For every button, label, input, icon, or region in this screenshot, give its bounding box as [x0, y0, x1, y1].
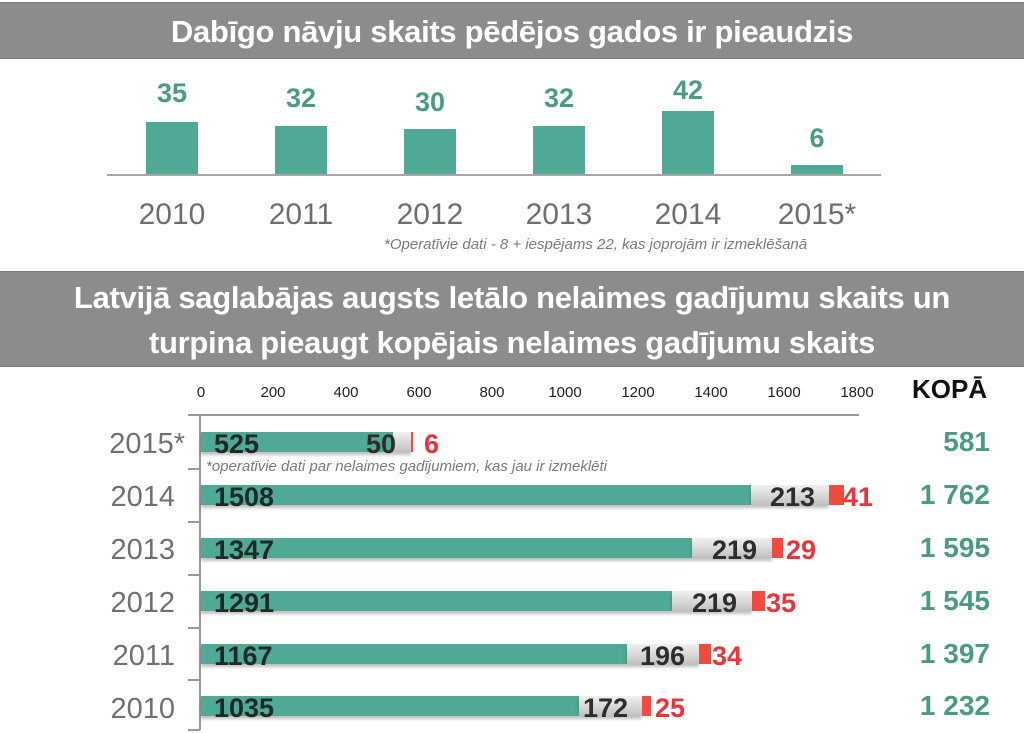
bar-segment-gray [672, 591, 752, 611]
row-year-label: 2011 [112, 640, 175, 672]
column-bar [404, 129, 456, 175]
column-bar [275, 126, 327, 175]
row-year-label: 2012 [110, 587, 175, 619]
bar-value-green: 1167 [214, 641, 273, 671]
x-tick: 800 [479, 384, 505, 401]
bar-segment-green [201, 696, 579, 716]
bar-value-green: 1508 [214, 482, 275, 512]
row-total: 1 397 [919, 638, 990, 669]
bar-value-red: 29 [786, 535, 817, 565]
y-tick [188, 679, 200, 681]
y-tick [188, 627, 200, 629]
bar-segment-red [772, 538, 783, 558]
column-bar [791, 165, 843, 175]
bar-value-red: 41 [843, 482, 874, 512]
column-value: 42 [672, 75, 704, 105]
bar-segment-red [699, 644, 711, 664]
row-year-label: 2014 [110, 481, 175, 513]
bar-value-green: 525 [214, 429, 260, 459]
bar-value-green: 1291 [214, 588, 275, 618]
column-year: 2014 [654, 198, 722, 231]
column-value: 30 [414, 87, 446, 117]
bottom-chart-title-line1: Latvijā saglabājas augsts letālo nelaime… [73, 280, 951, 315]
x-tick: 400 [333, 384, 359, 401]
x-tick: 200 [260, 384, 286, 401]
bar-chart-footnote: *operatīvie dati par nelaimes gadījumiem… [206, 458, 608, 475]
column-year: 2015* [777, 198, 857, 231]
bar-value-gray: 219 [712, 535, 758, 565]
bar-value-red: 34 [712, 641, 743, 671]
bar-segment-red [411, 432, 413, 452]
bar-segment-gray [393, 432, 411, 452]
y-tick [188, 729, 200, 731]
column-chart-footnote: *Operatīvie dati - 8 + iespējams 22, kas… [384, 236, 808, 253]
y-axis-line [199, 414, 201, 730]
x-tick: 600 [406, 384, 432, 401]
column-bar [146, 122, 198, 175]
row-total: 1 545 [919, 585, 990, 616]
bottom-chart-title-banner: Latvijā saglabājas augsts letālo nelaime… [0, 271, 1024, 367]
row-total: 1 232 [919, 690, 990, 721]
bar-segment-green [201, 538, 692, 558]
column-value: 32 [285, 83, 317, 113]
x-axis-line [199, 414, 859, 416]
column-year: 2011 [268, 198, 334, 231]
bottom-chart-title-line2: turpina pieaugt kopējais nelaimes gadīju… [148, 325, 876, 360]
top-chart-title-banner: Dabīgo nāvju skaits pēdējos gados ir pie… [0, 2, 1024, 59]
x-tick: 1400 [694, 384, 728, 401]
y-tick [188, 521, 200, 523]
y-tick [188, 574, 200, 576]
bar-value-red: 25 [655, 693, 686, 723]
x-tick: 0 [196, 384, 206, 401]
bar-value-gray: 196 [640, 641, 686, 671]
x-tick: 1600 [767, 384, 801, 401]
column-year: 2010 [138, 198, 206, 231]
bar-value-gray: 172 [583, 693, 629, 723]
total-column-header: KOPĀ [912, 374, 988, 404]
bar-segment-red [642, 696, 651, 716]
bar-value-red: 35 [766, 588, 797, 618]
bar-segment-gray [692, 538, 772, 558]
bar-segment-gray [627, 644, 699, 664]
x-axis-ticks: 0 200 400 600 800 1000 1200 1400 1600 18… [0, 384, 1024, 404]
bar-segment-red [752, 591, 765, 611]
row-year-label: 2013 [110, 534, 175, 566]
column-bar [662, 111, 714, 175]
bar-segment-green [201, 485, 751, 505]
row-year-label: 2010 [110, 693, 175, 725]
y-tick [188, 468, 200, 470]
x-tick: 1800 [840, 384, 874, 401]
column-value: 6 [809, 123, 825, 153]
bar-segment-red [829, 485, 844, 505]
bar-value-green: 1347 [214, 535, 275, 565]
column-year: 2012 [396, 198, 464, 231]
y-tick [188, 414, 200, 416]
row-total: 1 762 [919, 479, 990, 510]
row-year-label: 2015* [109, 428, 185, 460]
column-value: 35 [156, 78, 188, 108]
row-total: 1 595 [919, 532, 990, 563]
bar-segment-green [201, 432, 393, 452]
column-chart-baseline [107, 174, 881, 176]
x-tick: 1200 [621, 384, 655, 401]
bar-value-gray: 213 [770, 482, 816, 512]
row-total: 581 [943, 426, 990, 457]
bar-value-gray: 50 [366, 429, 397, 459]
column-year: 2013 [525, 198, 593, 231]
bar-segment-gray [579, 696, 642, 716]
bar-value-red: 6 [424, 429, 440, 459]
column-bar [533, 126, 585, 175]
bar-segment-green [201, 591, 672, 611]
column-value: 32 [543, 83, 575, 113]
bar-segment-gray [751, 485, 829, 505]
top-chart-title: Dabīgo nāvju skaits pēdējos gados ir pie… [170, 14, 854, 49]
bar-value-gray: 219 [692, 588, 738, 618]
bar-segment-green [201, 644, 627, 664]
x-tick: 1000 [548, 384, 582, 401]
bar-value-green: 1035 [214, 693, 275, 723]
